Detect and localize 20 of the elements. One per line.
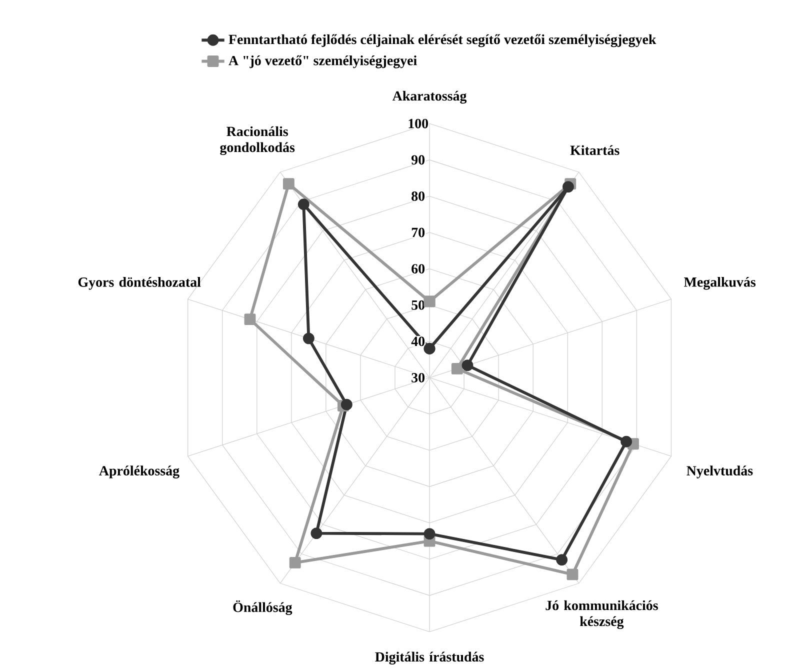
y-tick-label: 70	[412, 228, 425, 238]
spoke-label: Megalkuvás	[684, 276, 756, 290]
spoke-label: Aprólékosság	[99, 466, 180, 478]
spoke-label: Jó kommunikációs készség	[546, 600, 658, 630]
y-tick-label: 80	[412, 191, 425, 201]
y-tick-label: 30	[412, 372, 425, 382]
legend-label: A "jó vezető" személyiségjegyei	[228, 55, 417, 68]
y-tick-label: 50	[412, 300, 425, 310]
y-tick-label: 40	[411, 336, 425, 346]
spoke-label: Gyors döntéshozatal	[78, 277, 201, 290]
y-tick-label: 60	[412, 264, 425, 274]
y-tick-label: 100	[408, 118, 428, 128]
spoke-label: Racionális gondolkodás	[220, 126, 295, 156]
y-tick-label: 90	[411, 155, 425, 165]
spoke-label: Akaratosság	[392, 90, 467, 104]
legend-label: Fenntartható fejlődés céljainak elérését segítő vezetői személyiségjegyek	[228, 34, 656, 48]
spoke-label: Digitális írástudás	[375, 652, 484, 665]
spoke-label: Kitartás	[570, 145, 620, 156]
spoke-label: Önállóság	[233, 600, 292, 616]
spoke-label: Nyelvtudás	[686, 466, 753, 478]
